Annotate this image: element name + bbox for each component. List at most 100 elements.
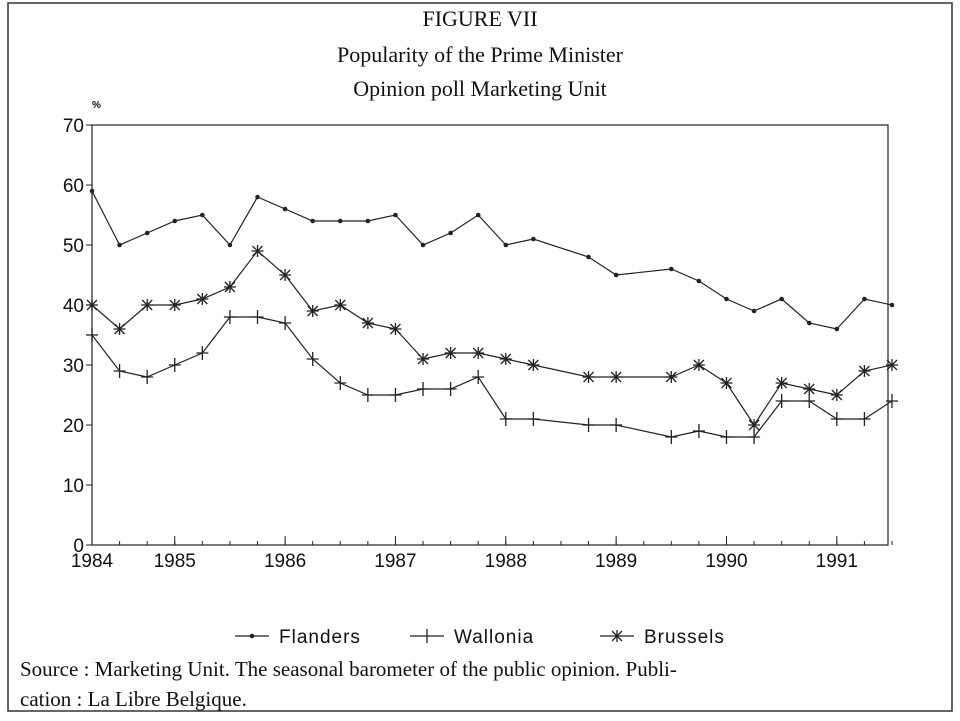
point bbox=[610, 371, 623, 383]
point bbox=[334, 299, 347, 311]
point bbox=[227, 242, 233, 248]
source: Source : Marketing Unit. The seasonal ba… bbox=[20, 657, 677, 681]
point bbox=[251, 245, 264, 257]
point bbox=[141, 299, 154, 311]
point bbox=[223, 281, 236, 293]
point bbox=[196, 293, 209, 305]
point bbox=[503, 242, 509, 248]
point bbox=[141, 370, 154, 384]
point bbox=[113, 364, 126, 378]
chart-subtitle: Opinion poll Marketing Unit bbox=[353, 76, 607, 101]
point bbox=[720, 377, 733, 389]
y-tick-label: 20 bbox=[63, 416, 84, 437]
point bbox=[748, 419, 761, 431]
y-tick-label: 40 bbox=[63, 296, 84, 317]
point bbox=[724, 296, 729, 302]
x-tick-label: 1991 bbox=[816, 551, 858, 572]
point bbox=[582, 371, 595, 383]
point bbox=[200, 212, 205, 218]
point bbox=[527, 359, 540, 371]
point bbox=[696, 278, 702, 284]
legend-label: Flanders bbox=[279, 627, 361, 648]
y-tick-label: 10 bbox=[63, 476, 84, 497]
point bbox=[389, 388, 402, 402]
point bbox=[144, 230, 150, 236]
point bbox=[886, 359, 898, 371]
legend-label: Wallonia bbox=[454, 627, 534, 648]
point bbox=[117, 242, 122, 248]
point bbox=[499, 412, 512, 426]
point bbox=[692, 359, 705, 371]
point bbox=[444, 347, 457, 359]
point bbox=[113, 323, 126, 335]
plot-area bbox=[91, 124, 889, 546]
point bbox=[365, 218, 371, 224]
point bbox=[86, 299, 98, 311]
y-tick-label: 50 bbox=[63, 236, 84, 257]
x-tick-label: 1989 bbox=[595, 551, 637, 572]
point bbox=[89, 188, 95, 194]
point bbox=[862, 296, 867, 302]
y-axis-label: % bbox=[92, 100, 101, 111]
series-line bbox=[91, 190, 893, 330]
point bbox=[472, 347, 485, 359]
point bbox=[475, 212, 481, 218]
point bbox=[417, 382, 430, 396]
point bbox=[337, 218, 343, 224]
y-tick-label: 30 bbox=[63, 356, 84, 377]
point bbox=[472, 370, 485, 384]
point bbox=[613, 272, 619, 278]
point bbox=[586, 254, 591, 260]
point bbox=[748, 430, 761, 444]
point bbox=[168, 299, 181, 311]
point bbox=[751, 308, 757, 314]
point bbox=[279, 316, 292, 330]
point bbox=[86, 328, 98, 342]
point bbox=[172, 218, 178, 224]
point bbox=[886, 394, 898, 408]
y-tick-label: 60 bbox=[63, 176, 84, 197]
point bbox=[361, 388, 374, 402]
figure-label: FIGURE VII bbox=[422, 6, 537, 31]
legend-marker bbox=[611, 630, 623, 642]
point bbox=[306, 352, 319, 366]
point bbox=[806, 320, 812, 326]
point bbox=[393, 212, 398, 218]
frame bbox=[7, 2, 953, 712]
point bbox=[279, 269, 292, 281]
y-tick-label: 70 bbox=[63, 116, 84, 137]
source: cation : La Libre Belgique. bbox=[20, 687, 247, 711]
point bbox=[306, 305, 319, 317]
legend-marker bbox=[249, 633, 255, 639]
point bbox=[196, 346, 209, 360]
point bbox=[582, 418, 595, 432]
point bbox=[334, 376, 347, 390]
point bbox=[420, 242, 426, 248]
point bbox=[223, 310, 236, 324]
point bbox=[444, 382, 457, 396]
point bbox=[665, 371, 678, 383]
point bbox=[282, 206, 288, 212]
point bbox=[168, 358, 181, 372]
point bbox=[858, 412, 871, 426]
point bbox=[531, 236, 536, 242]
point bbox=[361, 317, 374, 329]
point bbox=[389, 323, 402, 335]
point bbox=[803, 394, 816, 408]
point bbox=[527, 412, 540, 426]
point bbox=[417, 353, 430, 365]
legend-label: Brussels bbox=[644, 627, 725, 648]
point bbox=[830, 412, 843, 426]
point bbox=[499, 353, 512, 365]
point bbox=[779, 296, 784, 302]
point bbox=[310, 218, 315, 224]
point bbox=[610, 418, 623, 432]
chart-title: Popularity of the Prime Minister bbox=[337, 42, 624, 67]
point bbox=[251, 310, 264, 324]
x-tick-label: 1988 bbox=[485, 551, 527, 572]
x-tick-label: 1986 bbox=[264, 551, 306, 572]
point bbox=[775, 377, 788, 389]
point bbox=[830, 389, 843, 401]
